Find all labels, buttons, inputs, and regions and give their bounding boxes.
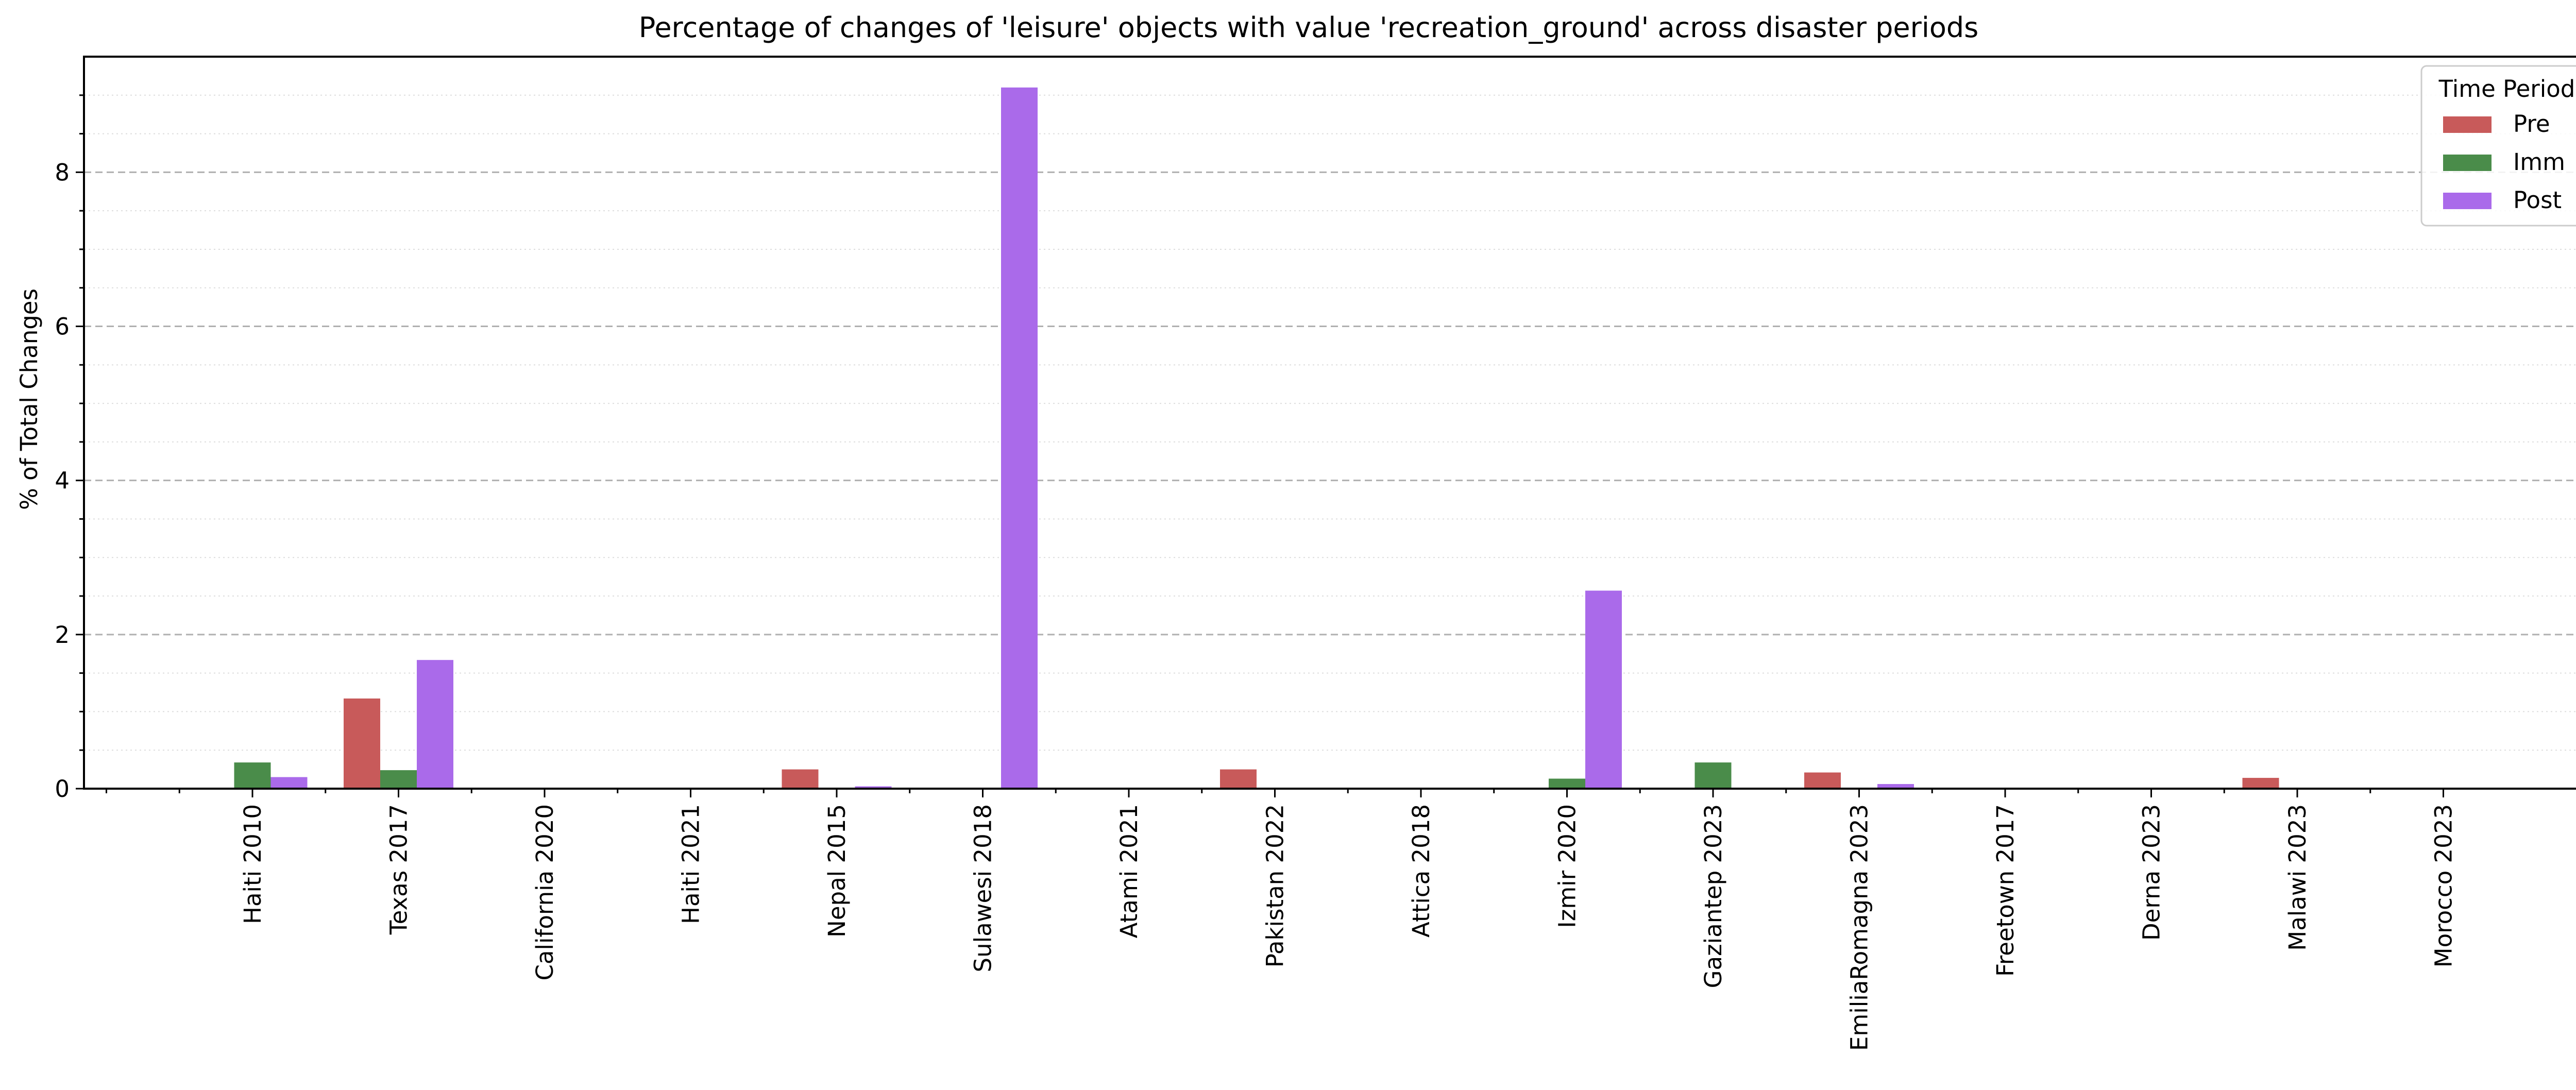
- bar-post: [1585, 590, 1622, 789]
- bar-post: [1001, 87, 1038, 789]
- bar-pre: [2242, 778, 2279, 789]
- legend-label-pre: Pre: [2513, 110, 2550, 138]
- x-tick-label: Haiti 2021: [677, 804, 705, 924]
- bar-post: [1877, 784, 1914, 789]
- y-axis-label: % of Total Changes: [15, 288, 43, 510]
- bar-imm: [1694, 762, 1732, 789]
- bars: [234, 87, 2498, 789]
- legend-label-imm: Imm: [2513, 148, 2565, 176]
- legend-title: Time Period: [2438, 75, 2575, 103]
- x-tick-label: Pakistan 2022: [1262, 804, 1289, 967]
- x-tick-label: Haiti 2010: [239, 804, 266, 924]
- chart-title: Percentage of changes of 'leisure' objec…: [639, 11, 1979, 44]
- x-tick-label: California 2020: [531, 804, 558, 981]
- y-tick-label: 4: [55, 467, 70, 495]
- bar-imm: [234, 762, 271, 789]
- x-axis: Haiti 2010 Texas 2017 California 2020 Haiti…: [106, 789, 2458, 1051]
- bar-post: [417, 660, 453, 789]
- x-tick-label: Morocco 2023: [2430, 804, 2458, 967]
- x-tick-label: Atami 2021: [1115, 804, 1143, 938]
- y-tick-label: 8: [55, 159, 70, 186]
- x-tick-label: EmiliaRomagna 2023: [1846, 804, 1873, 1051]
- legend-swatch-imm: [2443, 155, 2492, 171]
- legend-swatch-pre: [2443, 116, 2492, 133]
- x-tick-label: Malawi 2023: [2284, 804, 2311, 951]
- x-tick-label: Nepal 2015: [823, 804, 851, 938]
- y-tick-label: 0: [55, 775, 70, 803]
- legend: Time Period Pre Imm Post: [2420, 65, 2576, 227]
- plot-frame: [83, 56, 2576, 790]
- bar-post: [855, 786, 892, 789]
- bar-imm: [1549, 778, 1585, 789]
- x-tick-label: Izmir 2020: [1554, 804, 1581, 928]
- grid: [84, 94, 2576, 751]
- legend-label-post: Post: [2513, 186, 2562, 214]
- y-tick-label: 6: [55, 313, 70, 340]
- legend-swatch-post: [2443, 193, 2492, 209]
- bar-pre: [1220, 769, 1257, 789]
- x-tick-label: Freetown 2017: [1992, 804, 2019, 977]
- x-tick-label: Derna 2023: [2138, 804, 2165, 941]
- x-tick-label: Attica 2018: [1408, 804, 1435, 938]
- x-tick-label: Texas 2017: [385, 804, 413, 935]
- bar-pre: [344, 698, 380, 789]
- x-tick-label: Sulawesi 2018: [970, 804, 997, 972]
- bar-post: [270, 777, 308, 789]
- x-tick-label: Gaziantep 2023: [1700, 804, 1727, 988]
- bar-pre: [1804, 772, 1841, 789]
- legend-box: [2420, 65, 2576, 227]
- y-tick-label: 2: [55, 621, 70, 649]
- bar-imm: [380, 770, 417, 789]
- bar-pre: [782, 769, 819, 789]
- y-axis: 0 2 4 6 8: [55, 94, 84, 803]
